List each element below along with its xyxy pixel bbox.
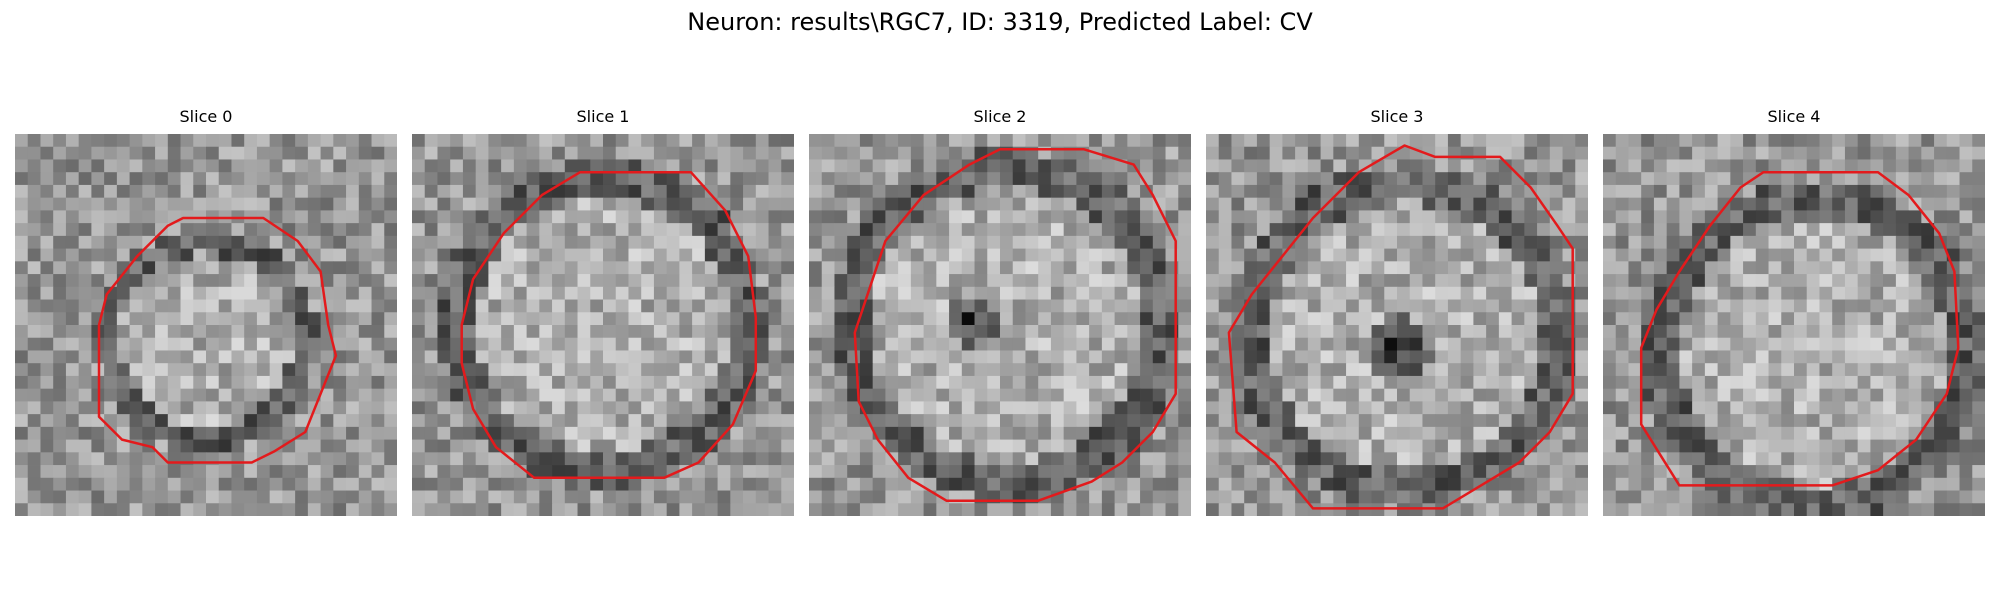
segmentation-contour [1227, 144, 1574, 510]
segmentation-contour [1639, 170, 1960, 487]
slice-title: Slice 2 [973, 107, 1027, 126]
slice-title: Slice 0 [179, 107, 233, 126]
slice-image [1603, 134, 1985, 516]
slice-image [1206, 134, 1588, 516]
slice-image [809, 134, 1191, 516]
slice-title: Slice 4 [1767, 107, 1821, 126]
slice-image [412, 134, 794, 516]
slice-title: Slice 3 [1370, 107, 1424, 126]
segmentation-contour [853, 148, 1177, 502]
slice-image [15, 134, 397, 516]
segmentation-contour [97, 216, 338, 464]
figure-title: Neuron: results\RGC7, ID: 3319, Predicte… [687, 8, 1313, 36]
segmentation-contour [460, 170, 758, 480]
slice-title: Slice 1 [576, 107, 630, 126]
